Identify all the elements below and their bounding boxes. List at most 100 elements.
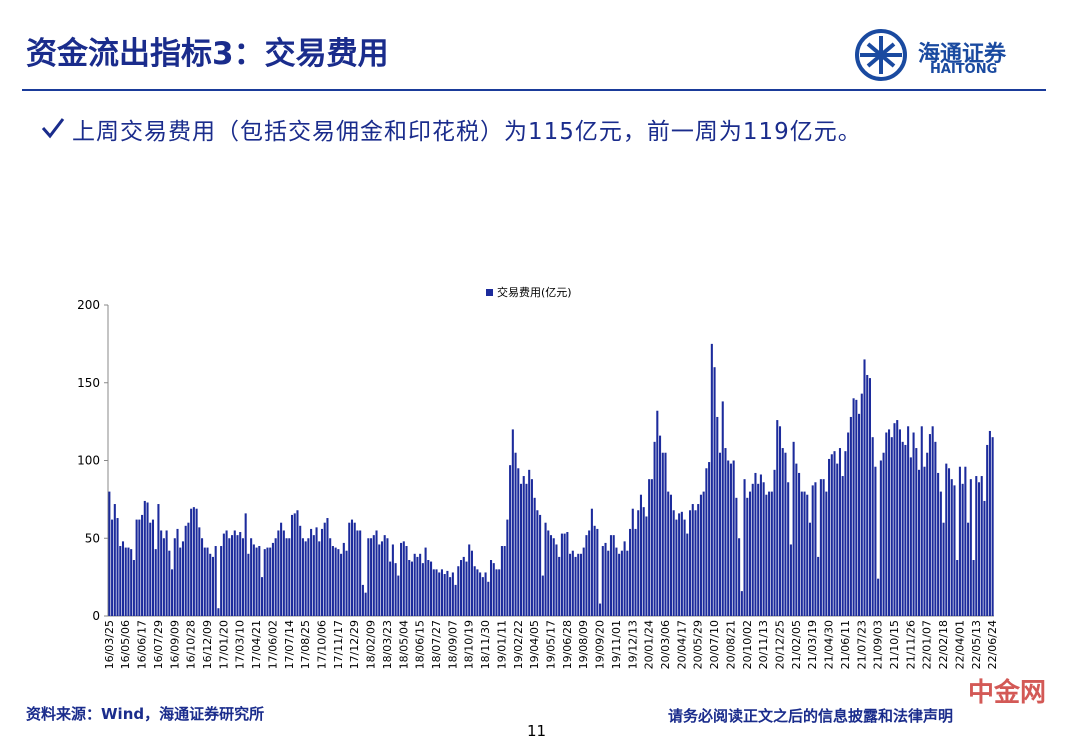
y-tick-label: 200 xyxy=(77,298,100,312)
bar xyxy=(239,532,242,616)
x-tick-label: 16/06/17 xyxy=(136,620,149,669)
bar xyxy=(405,546,408,616)
logo-emblem xyxy=(855,29,907,81)
bar xyxy=(732,460,735,616)
x-tick-label: 19/08/09 xyxy=(577,620,590,669)
bar xyxy=(143,500,146,616)
y-tick-label: 0 xyxy=(92,609,100,623)
bar xyxy=(271,542,274,616)
bar xyxy=(664,452,667,616)
bar xyxy=(721,401,724,616)
bar xyxy=(402,541,405,616)
bar xyxy=(274,538,277,616)
x-tick-label: 17/04/21 xyxy=(250,620,263,669)
bar xyxy=(907,426,910,616)
bar xyxy=(383,535,386,616)
bar xyxy=(735,497,738,616)
bar xyxy=(165,530,168,616)
bar xyxy=(241,538,244,616)
bar xyxy=(961,483,964,616)
bar xyxy=(331,546,334,616)
bar xyxy=(937,472,940,616)
x-tick-label: 20/11/13 xyxy=(757,620,770,669)
watermark: 中金网 xyxy=(968,678,1047,708)
bar xyxy=(549,535,553,616)
y-tick-label: 50 xyxy=(85,531,100,545)
bar xyxy=(364,592,367,616)
bar xyxy=(588,530,591,616)
bar xyxy=(304,541,307,616)
legend-label: 交易费用(亿元) xyxy=(497,285,572,299)
bar xyxy=(634,528,637,616)
bar xyxy=(705,468,708,616)
bar xyxy=(552,538,555,616)
x-tick-label: 20/07/10 xyxy=(708,620,721,669)
bar xyxy=(391,544,394,616)
page-number: 11 xyxy=(527,722,547,740)
x-tick-label: 17/06/02 xyxy=(266,620,279,669)
bar xyxy=(917,469,921,616)
bar xyxy=(838,448,842,616)
bar xyxy=(260,577,264,616)
bar xyxy=(612,535,615,616)
bar xyxy=(525,483,528,616)
bar xyxy=(498,569,501,616)
bar xyxy=(517,468,520,616)
bar xyxy=(127,547,130,616)
bar xyxy=(209,553,212,616)
bar xyxy=(825,491,828,616)
bar xyxy=(686,533,689,616)
bar xyxy=(789,544,792,616)
bar xyxy=(509,465,512,616)
bar xyxy=(909,457,912,616)
bar xyxy=(569,553,572,616)
bar xyxy=(593,525,596,616)
bar xyxy=(778,426,782,616)
y-tick-label: 150 xyxy=(77,376,100,390)
bar xyxy=(247,553,250,616)
bar xyxy=(675,519,678,616)
bar xyxy=(871,437,874,616)
bar xyxy=(348,522,351,616)
x-tick-label: 20/08/21 xyxy=(724,620,737,669)
bar xyxy=(168,550,171,616)
bar xyxy=(506,519,509,616)
bar xyxy=(615,547,618,616)
logo-text: HAITONG xyxy=(930,62,998,77)
bar xyxy=(285,538,288,616)
x-tick-label: 20/03/06 xyxy=(659,620,672,669)
bar xyxy=(969,479,972,616)
bar xyxy=(430,561,433,616)
bar xyxy=(206,547,209,616)
bar xyxy=(190,508,193,616)
bar xyxy=(263,549,266,616)
bar xyxy=(716,416,719,616)
bar xyxy=(888,429,891,616)
bar xyxy=(410,561,414,616)
bar xyxy=(378,544,381,616)
bar xyxy=(724,448,727,616)
x-tick-label: 19/11/01 xyxy=(610,620,623,669)
bar xyxy=(171,569,174,616)
bar xyxy=(847,432,850,616)
bar xyxy=(435,569,438,616)
x-tick-label: 21/02/05 xyxy=(790,620,803,669)
bar xyxy=(225,530,228,616)
bar xyxy=(460,560,463,616)
bar xyxy=(345,550,348,616)
bar xyxy=(359,530,362,616)
bar xyxy=(784,452,787,616)
bar xyxy=(397,575,400,616)
bar xyxy=(683,519,686,616)
bar xyxy=(432,569,435,616)
x-tick-label: 18/03/23 xyxy=(381,620,394,669)
bar xyxy=(198,527,201,616)
bar xyxy=(833,451,836,616)
bar xyxy=(255,547,258,616)
bar xyxy=(157,504,160,616)
x-tick-label: 21/07/23 xyxy=(855,620,868,669)
bar xyxy=(811,485,814,616)
bar xyxy=(765,494,768,616)
bar xyxy=(759,474,762,616)
bar xyxy=(866,374,869,616)
